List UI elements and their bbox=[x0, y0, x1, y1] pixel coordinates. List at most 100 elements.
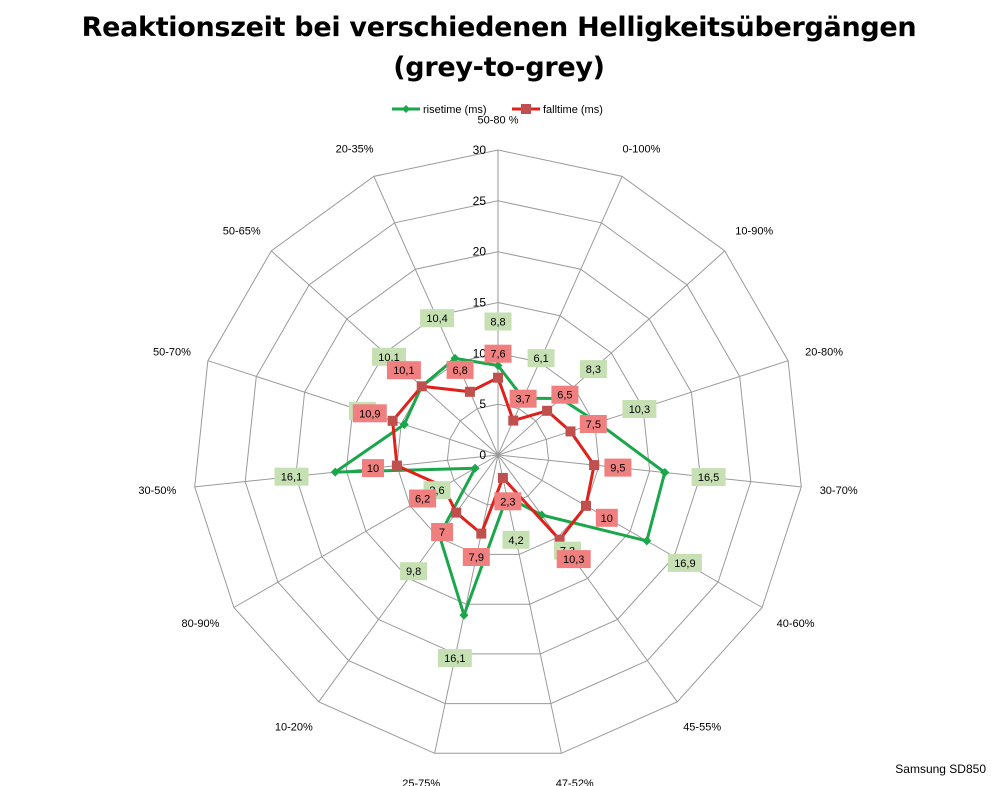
data-label: 8,3 bbox=[586, 364, 601, 376]
data-label: 3,7 bbox=[515, 394, 530, 406]
data-label-bg bbox=[431, 523, 454, 541]
category-label: 45-55% bbox=[683, 721, 721, 733]
data-label: 6,5 bbox=[557, 390, 572, 402]
radial-tick-label: 30 bbox=[473, 143, 487, 157]
data-label: 10,1 bbox=[393, 365, 414, 377]
spoke-line bbox=[497, 454, 802, 488]
falltime-marker bbox=[565, 426, 576, 437]
falltime-marker bbox=[464, 386, 475, 397]
radial-tick-label: 5 bbox=[479, 397, 486, 411]
data-label-bg bbox=[352, 404, 387, 423]
grid-ring bbox=[295, 251, 701, 655]
radial-tick-label: 20 bbox=[473, 245, 487, 259]
data-label-bg bbox=[579, 415, 607, 433]
data-label: 7 bbox=[439, 527, 445, 539]
category-label: 80-90% bbox=[181, 618, 219, 630]
category-label: 40-60% bbox=[777, 618, 815, 630]
data-label-bg bbox=[604, 458, 632, 477]
data-label: 6,2 bbox=[415, 494, 430, 506]
data-label: 9,5 bbox=[610, 463, 625, 475]
data-series bbox=[330, 353, 670, 620]
data-label: 16,5 bbox=[698, 472, 719, 484]
legend-label: falltime (ms) bbox=[543, 104, 603, 116]
data-label-bg bbox=[362, 459, 384, 478]
data-labels: 8,86,18,310,316,516,97,34,216,19,82,616,… bbox=[274, 309, 726, 668]
data-label-bg bbox=[691, 468, 726, 487]
data-label: 7,5 bbox=[586, 419, 601, 431]
credit-label: Samsung SD850 bbox=[895, 762, 986, 776]
data-label: 16,1 bbox=[281, 472, 302, 484]
risetime-marker bbox=[493, 361, 503, 371]
data-label-bg bbox=[556, 550, 591, 569]
risetime-marker bbox=[399, 420, 409, 430]
falltime-marker bbox=[493, 372, 503, 383]
falltime-marker bbox=[391, 460, 402, 471]
risetime-marker bbox=[450, 353, 460, 363]
spoke-line bbox=[497, 250, 726, 456]
data-label-bg bbox=[446, 360, 474, 379]
data-label-bg bbox=[420, 309, 455, 328]
data-label-bg bbox=[400, 562, 428, 581]
data-label-bg bbox=[579, 360, 607, 379]
data-label-bg bbox=[595, 508, 618, 527]
data-label-bg bbox=[484, 344, 512, 363]
series-line-falltime bbox=[391, 376, 596, 542]
data-label: 10,3 bbox=[629, 404, 650, 416]
data-label: 10,3 bbox=[563, 554, 584, 566]
data-label: 7,6 bbox=[490, 349, 505, 361]
grid-ring bbox=[345, 301, 651, 605]
category-label: 0-100% bbox=[623, 144, 661, 156]
legend: risetime (ms) falltime (ms) bbox=[392, 104, 603, 116]
category-label: 47-52% bbox=[556, 778, 594, 786]
data-label-bg bbox=[509, 389, 537, 408]
legend-label: risetime (ms) bbox=[423, 104, 487, 116]
spoke-line bbox=[497, 176, 623, 456]
data-label: 9,8 bbox=[406, 566, 421, 578]
radial-tick-labels: 0 5 10 15 20 25 30 bbox=[473, 143, 487, 462]
data-label-bg bbox=[622, 400, 657, 418]
data-label-bg bbox=[274, 467, 309, 486]
data-label-bg bbox=[409, 489, 437, 508]
radial-tick-label: 0 bbox=[479, 448, 486, 462]
data-label: 10 bbox=[601, 513, 613, 525]
data-label: 16,9 bbox=[674, 558, 695, 570]
grid-ring bbox=[244, 200, 752, 705]
category-label: 20-80% bbox=[805, 346, 843, 358]
spoke-line bbox=[233, 454, 499, 608]
radar-grid bbox=[194, 149, 802, 754]
radial-tick-label: 15 bbox=[473, 296, 487, 310]
data-label-bg bbox=[386, 361, 421, 380]
data-label-bg bbox=[462, 548, 490, 566]
radial-tick-label: 25 bbox=[473, 194, 487, 208]
falltime-marker bbox=[451, 507, 462, 518]
spoke-line bbox=[434, 454, 499, 754]
data-label-bg bbox=[502, 530, 530, 549]
data-label: 6,1 bbox=[533, 353, 548, 365]
falltime-marker bbox=[554, 534, 565, 545]
data-label: 10,4 bbox=[426, 313, 447, 325]
legend-marker-falltime bbox=[521, 104, 531, 114]
data-label-bg bbox=[437, 649, 472, 668]
data-label-bg bbox=[484, 312, 512, 331]
spoke-line bbox=[497, 454, 763, 608]
data-label: 4,2 bbox=[508, 535, 523, 547]
falltime-marker bbox=[581, 500, 591, 511]
data-label: 16,1 bbox=[444, 653, 465, 665]
spoke-line bbox=[497, 454, 678, 703]
falltime-marker bbox=[589, 460, 600, 471]
category-label: 10-90% bbox=[735, 226, 773, 238]
risetime-marker bbox=[660, 468, 670, 478]
data-label: 10 bbox=[367, 463, 379, 475]
category-label: 50-65% bbox=[223, 226, 261, 238]
falltime-marker bbox=[542, 405, 553, 416]
category-labels: 50-80 % 0-100% 10-90% 20-80% 30-70% 40-60% 45-… bbox=[138, 115, 857, 786]
category-label: 20-35% bbox=[336, 144, 374, 156]
data-label: 2,3 bbox=[500, 496, 515, 508]
falltime-marker bbox=[387, 415, 398, 426]
risetime-marker bbox=[330, 467, 340, 477]
data-label: 8,8 bbox=[490, 317, 505, 329]
data-label: 6,8 bbox=[452, 365, 467, 377]
category-label: 10-20% bbox=[275, 721, 313, 733]
category-label: 30-70% bbox=[820, 485, 858, 497]
